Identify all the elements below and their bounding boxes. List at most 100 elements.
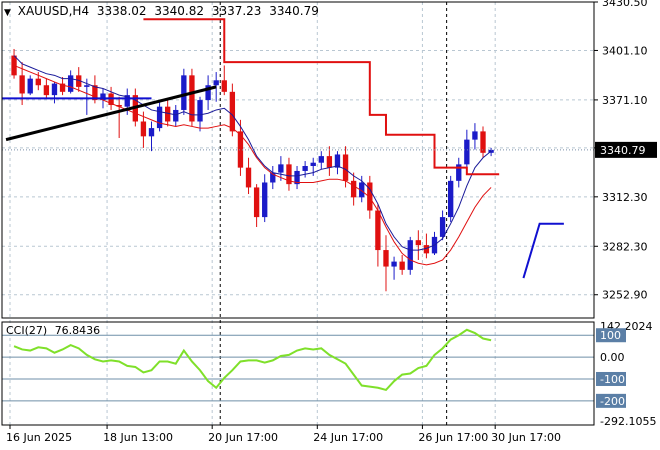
candle-body [456,164,462,181]
price-tick-label: 3312.30 [602,191,648,204]
price-tick-label: 3371.10 [602,94,648,107]
candle-body [140,121,147,137]
price-series[interactable] [11,48,494,292]
open-value: 3338.02 [96,4,147,18]
candle-body [383,250,389,267]
candle-body [318,156,324,163]
candle-body [407,240,413,270]
candle-body [415,240,421,246]
candle-body [156,106,163,129]
ma-fast-line [13,55,492,251]
time-tick-label: 26 Jun 17:00 [418,431,488,444]
candle-body [367,182,373,211]
time-tick-label: 20 Jun 17:00 [208,431,278,444]
candle-body [165,106,171,122]
cci-tick-label: -200 [600,395,625,408]
candle-body [124,95,130,107]
candle-body [391,261,397,267]
candle-body [189,75,195,122]
candle-body [399,261,405,270]
candle-body [270,172,276,183]
time-tick-label: 24 Jun 17:00 [313,431,383,444]
current-price-label: 3340.79 [600,144,646,157]
low-value: 3337.23 [211,4,262,18]
current-price-tag [595,141,657,158]
candle-body [205,85,211,101]
candle-body [448,180,454,218]
candle-body [310,162,316,167]
cci-pane-frame [1,321,595,426]
price-pane-frame [1,1,595,319]
candle-body [27,78,33,94]
candle-body [278,164,284,173]
cci-tick-label: 100 [600,329,621,342]
cci-pane[interactable] [2,328,594,402]
time-tick-label: 30 Jun 17:00 [491,431,561,444]
cci-tick-label: -292.1055 [600,415,656,428]
chart-header: ▼ XAUUSD,H4 3338.02 3340.82 3337.23 3340… [4,4,323,18]
trendline [5,85,217,142]
candle-body [35,78,41,86]
candle-body [100,93,106,101]
candle-body [334,154,341,168]
candle-body [262,182,268,218]
cci-level-tag [596,371,626,386]
candle-body [67,75,74,92]
candle-body [148,128,155,137]
symbol-label: XAUUSD,H4 [17,4,90,18]
candle-body [472,131,478,140]
cci-line [13,328,492,392]
candle-body [84,85,90,87]
candle-body [197,100,203,122]
candle-body [294,170,300,185]
candle-body [237,131,244,168]
support-hook [522,222,564,279]
candle-body [350,180,357,198]
time-tick-label: 16 Jun 2025 [6,431,72,444]
price-tick-label: 3252.90 [602,289,648,302]
chevron-down-icon[interactable]: ▼ [4,8,11,18]
high-value: 3340.82 [154,4,204,18]
candle-body [480,131,486,153]
candle-body [181,75,187,110]
candle-body [92,85,98,101]
cci-value: 76.8436 [54,324,101,337]
candle-body [375,210,381,251]
cci-label: CCI(27) [6,324,48,337]
close-value: 3340.79 [269,4,319,18]
price-tick-label: 3430.50 [602,0,648,9]
price-tick-label: 3282.30 [602,240,648,253]
time-tick-label: 18 Jun 13:00 [103,431,173,444]
cci-tick-label: -100 [600,373,625,386]
candle-body [253,187,260,218]
cci-tick-label: 0.00 [600,351,625,364]
candle-body [423,245,430,254]
candle-body [59,83,66,92]
candle-body [76,75,82,87]
candle-body [51,83,58,96]
candle-body [19,75,25,94]
candle-body [116,105,122,107]
candle-body [439,217,446,237]
cci-level-tag [596,393,626,408]
candle-body [302,166,308,171]
candle-body [359,182,365,198]
candle-body [229,91,236,132]
ma-slow-line [13,64,492,266]
candle-body [464,139,470,165]
overlay-indicators [2,18,594,279]
step-stop-line [143,18,500,176]
cci-header: CCI(27) 76.8436 [6,324,104,337]
price-tick-label: 3401.10 [602,44,648,57]
session-separators [219,2,448,425]
candle-body [221,80,227,92]
candle-body [286,164,292,185]
cci-level-tag [596,328,626,343]
candle-body [245,167,252,188]
candle-body [43,85,50,96]
candle-body [213,80,219,86]
candle-body [173,109,179,122]
candle-body [326,156,333,168]
